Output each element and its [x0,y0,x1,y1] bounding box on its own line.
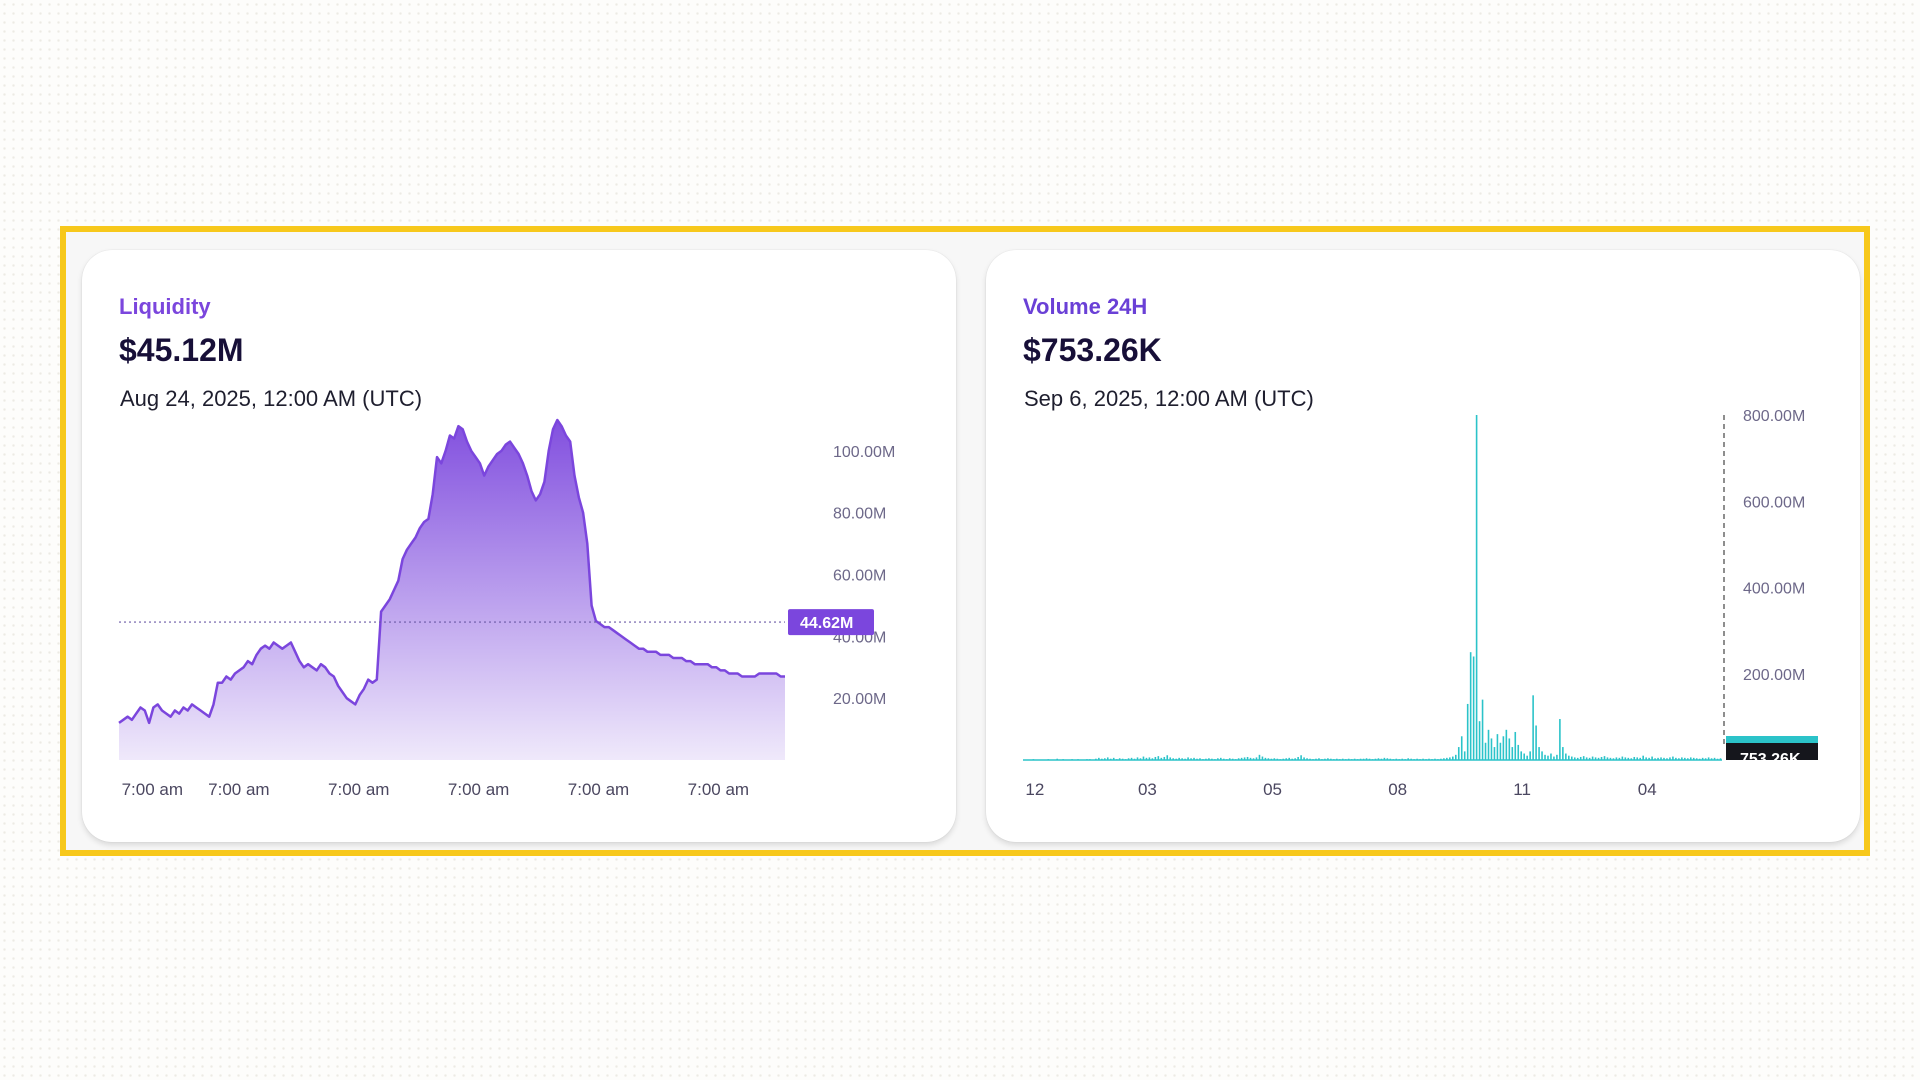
liquidity-value: $45.12M [119,332,244,368]
volume-x-tick: 12 [1025,780,1044,799]
liquidity-chart[interactable]: 20.00M40.00M60.00M80.00M100.00M44.62M7:0… [82,250,956,842]
volume-chart[interactable]: 200.00M 400.00M 600.00M 800.00M 753.26K 12 03 0… [986,250,1860,842]
liquidity-x-tick: 7:00 am [208,780,269,799]
volume-price-tag [1726,740,1818,760]
volume-label: Volume 24H [1023,294,1148,319]
volume-y-tick: 200.00M [1743,667,1805,684]
liquidity-y-tick: 80.00M [833,506,886,523]
liquidity-area [119,420,785,760]
liquidity-y-tick: 60.00M [833,568,886,585]
volume-x-tick: 05 [1263,780,1282,799]
liquidity-price-tag-label: 44.62M [800,615,853,632]
liquidity-card: Liquidity $45.12M Aug 24, 2025, 12:00 AM… [82,250,956,842]
liquidity-price-tag [788,609,874,636]
highlight-frame: Liquidity $45.12M Aug 24, 2025, 12:00 AM… [60,226,1870,856]
liquidity-date: Aug 24, 2025, 12:00 AM (UTC) [120,386,423,411]
volume-x-tick: 11 [1513,780,1531,799]
volume-card: Volume 24H $753.26K Sep 6, 2025, 12:00 A… [986,250,1860,842]
liquidity-x-tick: 7:00 am [568,780,629,799]
liquidity-x-tick: 7:00 am [688,780,749,799]
liquidity-x-tick: 7:00 am [328,780,389,799]
volume-date: Sep 6, 2025, 12:00 AM (UTC) [1024,386,1314,411]
liquidity-x-tick: 7:00 am [448,780,509,799]
liquidity-y-tick: 20.00M [833,691,886,708]
volume-x-tick: 08 [1388,780,1407,799]
volume-y-tick: 800.00M [1743,408,1805,425]
volume-y-tick: 600.00M [1743,494,1805,511]
volume-y-tick: 400.00M [1743,581,1805,598]
liquidity-line [118,418,785,725]
volume-x-tick: 04 [1638,780,1657,799]
volume-value: $753.26K [1023,332,1162,368]
liquidity-label: Liquidity [119,294,211,319]
volume-x-tick: 03 [1138,780,1157,799]
liquidity-y-tick: 100.00M [833,444,895,461]
liquidity-x-tick: 7:00 am [122,780,183,799]
volume-price-tag-accent [1726,736,1818,743]
volume-price-tag-label: 753.26K [1740,751,1801,768]
